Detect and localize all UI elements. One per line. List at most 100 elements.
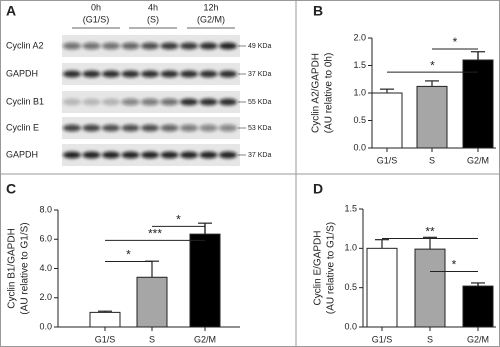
y-tick-label: 1.5 <box>353 60 366 70</box>
row-label: Cyclin A2 <box>6 40 44 50</box>
significance-label: * <box>452 258 457 272</box>
band <box>160 124 179 132</box>
row-label: GAPDH <box>6 68 38 78</box>
marker-label: 53 KDa <box>248 125 271 132</box>
y-tick-label: 1.0 <box>353 87 366 97</box>
y-tick-label: 2.0 <box>353 32 366 42</box>
band <box>141 70 159 78</box>
y-tick-label: 4.0 <box>39 263 52 273</box>
band <box>63 98 81 106</box>
band <box>82 151 101 159</box>
band <box>160 42 179 50</box>
panel-letter: C <box>6 181 16 197</box>
band <box>180 98 198 106</box>
band <box>82 98 101 106</box>
x-tick-label: G1/S <box>372 334 393 344</box>
band <box>160 98 179 106</box>
bar <box>416 85 448 149</box>
western-blot: A 0h (G1/S) 4h (S) 12h (G2/M) Cyclin A2 49 KDa GA… <box>6 2 271 166</box>
marker-label: 37 KDa <box>248 71 271 78</box>
column-label: 12h <box>203 2 218 12</box>
band <box>141 151 159 159</box>
y-tick-label: 1.5 <box>344 203 357 213</box>
band <box>219 151 237 159</box>
y-axis-label: Cyclin E/GAPDH <box>313 230 324 305</box>
band <box>121 70 140 78</box>
band <box>63 124 81 132</box>
band <box>180 124 198 132</box>
significance-label: *** <box>148 227 162 241</box>
significance-label: * <box>430 58 435 72</box>
marker-label: 49 KDa <box>248 43 271 50</box>
band <box>121 98 140 106</box>
band <box>121 42 140 50</box>
y-tick-label: 0.0 <box>353 142 366 152</box>
row-label: GAPDH <box>6 149 38 159</box>
x-tick-label: G2/M <box>467 155 489 165</box>
band <box>219 98 237 106</box>
x-tick-label: G2/M <box>467 334 489 344</box>
y-axis-label: Cyclin B1/GAPDH <box>7 228 18 309</box>
significance-label: * <box>453 35 458 49</box>
y-axis-label: (AU relative to G1/S) <box>326 222 337 314</box>
band <box>219 124 237 132</box>
bar <box>371 92 403 149</box>
band <box>199 98 218 106</box>
band <box>141 42 159 50</box>
bar <box>89 311 121 328</box>
significance-label: * <box>126 248 131 262</box>
column-label: 4h <box>148 2 158 12</box>
band <box>102 42 120 50</box>
band <box>121 151 140 159</box>
band <box>102 151 120 159</box>
band <box>102 98 120 106</box>
y-axis-label: (AU relative to 0h) <box>324 53 335 134</box>
band <box>141 98 159 106</box>
panel-letter: D <box>313 181 323 197</box>
column-label: (S) <box>147 14 159 24</box>
bar <box>462 59 494 149</box>
x-tick-label: G1/S <box>95 334 116 344</box>
band <box>160 151 179 159</box>
band <box>82 70 101 78</box>
y-tick-label: 0.5 <box>353 115 366 125</box>
panel-letter: B <box>313 3 323 19</box>
band <box>121 124 140 132</box>
band <box>219 42 237 50</box>
bar <box>189 233 221 328</box>
y-tick-label: 0.0 <box>344 321 357 331</box>
y-axis-label: (AU relative to G1/S) <box>20 222 31 314</box>
significance-label: ** <box>425 225 435 239</box>
x-tick-label: S <box>427 334 433 344</box>
row-label: Cyclin B1 <box>6 96 44 106</box>
bar <box>366 247 398 328</box>
band <box>63 42 81 50</box>
bar <box>462 285 494 328</box>
panel-letter: A <box>6 3 16 19</box>
band <box>102 124 120 132</box>
marker-label: 37 KDa <box>248 152 271 159</box>
y-tick-label: 0.0 <box>39 321 52 331</box>
y-tick-label: 0.5 <box>344 282 357 292</box>
band <box>219 70 237 78</box>
band <box>180 42 198 50</box>
band <box>63 70 81 78</box>
row-label: Cyclin E <box>6 122 39 132</box>
column-label: 0h <box>91 2 101 12</box>
band <box>199 70 218 78</box>
band <box>82 124 101 132</box>
y-axis-label: Cyclin A2/GAPDH <box>311 53 322 133</box>
band <box>199 124 218 132</box>
bar <box>414 248 446 328</box>
band <box>180 70 198 78</box>
x-tick-label: G2/M <box>194 334 216 344</box>
column-label: (G1/S) <box>83 14 110 24</box>
significance-label: * <box>176 213 181 227</box>
column-label: (G2/M) <box>197 14 225 24</box>
band <box>199 42 218 50</box>
band <box>160 70 179 78</box>
band <box>63 151 81 159</box>
bar <box>136 276 168 328</box>
y-tick-label: 8.0 <box>39 204 52 214</box>
